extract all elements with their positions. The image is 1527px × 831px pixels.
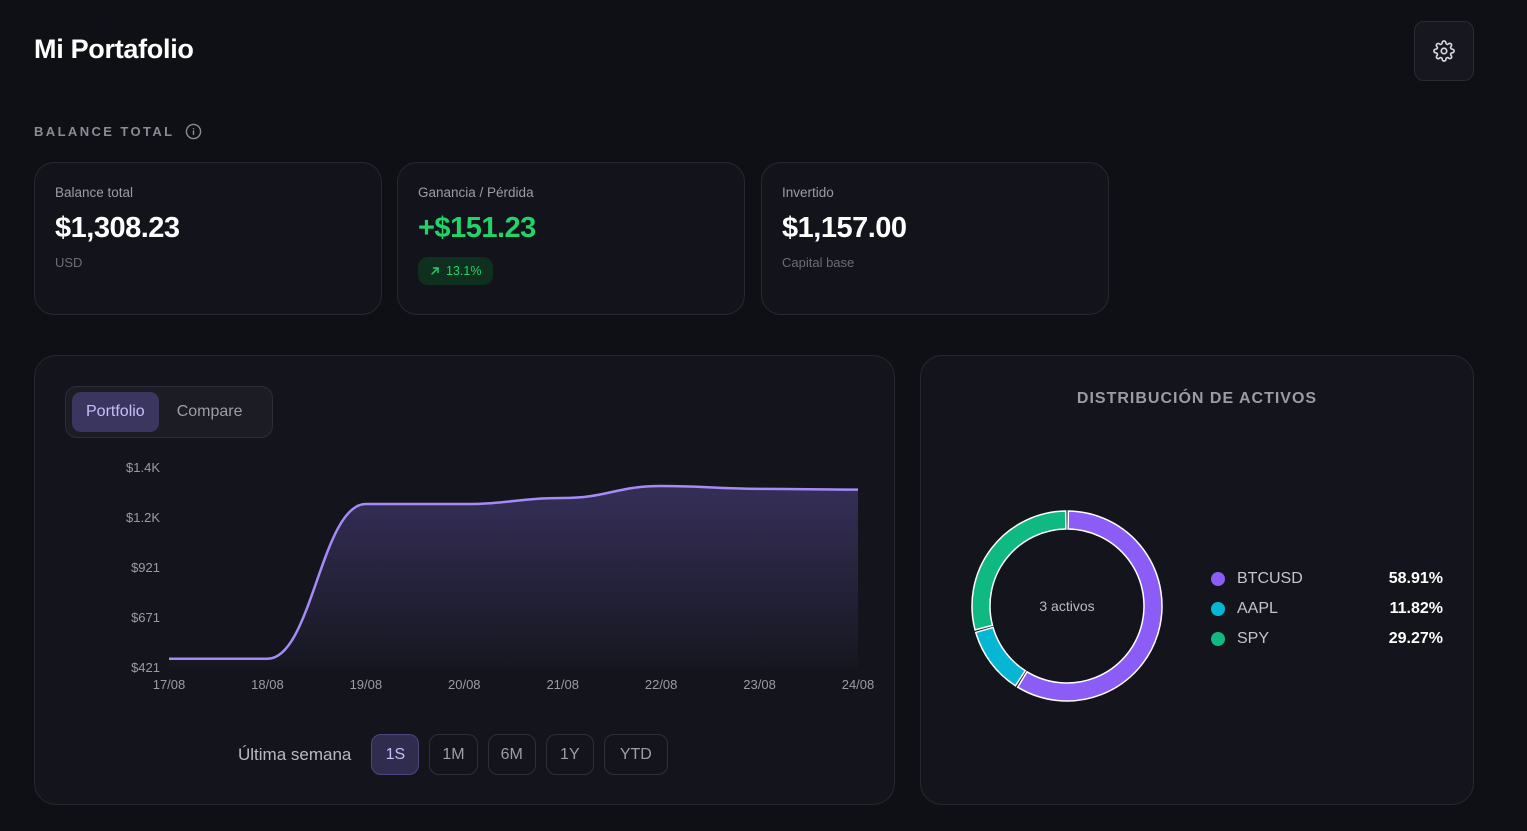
tab-compare[interactable]: Compare (176, 403, 243, 420)
x-tick-label: 21/08 (546, 677, 579, 692)
page-title: Mi Portafolio (34, 34, 194, 64)
balance-card-value: $1,308.23 (55, 212, 180, 244)
gain-card: Ganancia / Pérdida +$151.23 13.1% (397, 162, 745, 315)
y-tick-label: $1.2K (126, 510, 160, 525)
range-button-1m[interactable]: 1M (429, 734, 478, 775)
gear-icon (1433, 40, 1455, 62)
asset-donut-chart: 3 activos (971, 510, 1163, 702)
gain-percent-badge: 13.1% (418, 257, 494, 285)
x-tick-label: 18/08 (251, 677, 284, 692)
chart-series-line (168, 484, 859, 661)
range-button-6m[interactable]: 6M (487, 734, 536, 775)
y-tick-label: $671 (131, 610, 160, 625)
portfolio-area-chart: $1.4K $1.2K $921 $671 $421 17/08 18/08 19/08 20… (126, 460, 875, 692)
legend-name: AAPL (1237, 600, 1278, 617)
x-tick-label: 20/08 (448, 677, 481, 692)
gain-percent-text: 13.1% (446, 264, 482, 278)
legend-row-spy: SPY 29.27% (1211, 624, 1443, 654)
legend-percent: 29.27% (1388, 630, 1443, 647)
asset-distribution-panel: DISTRIBUCIÓN DE ACTIVOS 3 activos BTCUSD… (920, 355, 1474, 805)
range-button-ytd[interactable]: YTD (603, 734, 668, 775)
donut-slice-spy[interactable] (971, 510, 1067, 631)
asset-legend: BTCUSD 58.91% AAPL 11.82% SPY 29.27% (1211, 564, 1443, 654)
invested-card-value: $1,157.00 (782, 212, 907, 244)
x-tick-label: 19/08 (350, 677, 383, 692)
range-label: Última semana (238, 744, 352, 764)
chart-mode-toggle: Portfolio Compare (65, 386, 273, 438)
legend-row-btcusd: BTCUSD 58.91% (1211, 564, 1443, 594)
x-tick-label: 23/08 (743, 677, 776, 692)
balance-card: Balance total $1,308.23 USD (34, 162, 382, 315)
time-range-selector: Última semana 1S 1M 6M 1Y YTD (238, 734, 668, 775)
gain-card-label: Ganancia / Pérdida (418, 185, 534, 200)
settings-button[interactable] (1414, 21, 1474, 81)
invested-card-sub: Capital base (782, 255, 855, 270)
section-label-text: BALANCE TOTAL (34, 124, 175, 139)
info-icon[interactable] (185, 123, 202, 140)
legend-dot-btcusd (1211, 572, 1225, 586)
y-tick-label: $1.4K (126, 460, 160, 475)
invested-card-label: Invertido (782, 185, 834, 200)
y-tick-label: $421 (131, 660, 160, 675)
portfolio-chart-panel: Portfolio Compare $1.4K $1.2K $921 $671 $421… (34, 355, 895, 805)
x-tick-label: 17/08 (153, 677, 186, 692)
donut-slice-btcusd[interactable] (1016, 510, 1163, 702)
x-tick-label: 22/08 (645, 677, 678, 692)
legend-dot-aapl (1211, 602, 1225, 616)
invested-card: Invertido $1,157.00 Capital base (761, 162, 1109, 315)
legend-name: BTCUSD (1237, 570, 1303, 587)
balance-section-label: BALANCE TOTAL (34, 123, 202, 140)
legend-name: SPY (1237, 630, 1270, 647)
legend-percent: 11.82% (1389, 600, 1443, 617)
balance-card-sub: USD (55, 255, 83, 270)
chart-area-fill (169, 486, 858, 668)
donut-slice-aapl[interactable] (974, 626, 1027, 687)
distribution-title: DISTRIBUCIÓN DE ACTIVOS (1076, 390, 1318, 407)
gain-card-value: +$151.23 (418, 212, 536, 244)
legend-row-aapl: AAPL 11.82% (1211, 594, 1443, 624)
arrow-up-right-icon (431, 267, 439, 275)
balance-card-label: Balance total (55, 185, 134, 200)
tab-portfolio[interactable]: Portfolio (72, 392, 159, 432)
y-tick-label: $921 (131, 560, 160, 575)
range-button-1s[interactable]: 1S (371, 734, 420, 775)
legend-dot-spy (1211, 632, 1225, 646)
donut-center-label: 3 activos (1039, 598, 1095, 614)
legend-percent: 58.91% (1388, 570, 1443, 587)
range-button-1y[interactable]: 1Y (545, 734, 594, 775)
x-tick-label: 24/08 (842, 677, 875, 692)
